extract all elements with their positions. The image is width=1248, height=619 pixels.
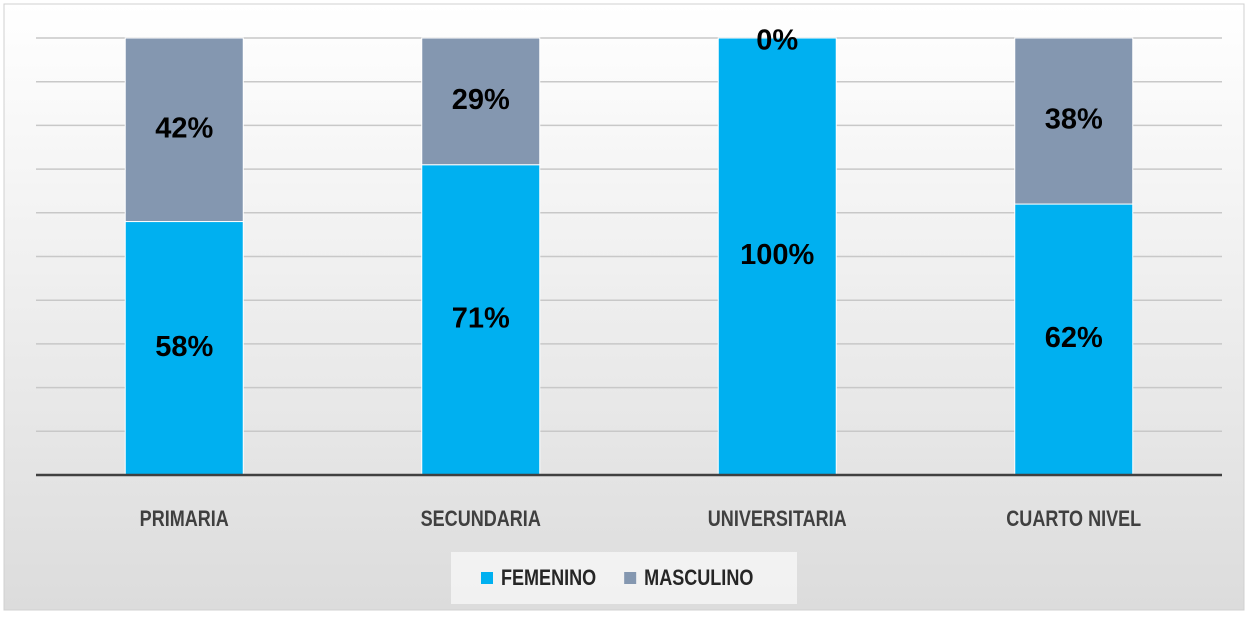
bar-segment: [421, 37, 541, 166]
x-tick-label: UNIVERSITARIA: [708, 507, 847, 531]
value-label: 42%: [155, 112, 213, 144]
bar-segment: [1014, 203, 1134, 476]
legend-label: MASCULINO: [644, 566, 753, 590]
value-label: 0%: [756, 25, 798, 57]
x-tick-label: PRIMARIA: [140, 507, 229, 531]
legend-swatch: [481, 572, 493, 584]
x-tick-label: SECUNDARIA: [421, 507, 541, 531]
x-tick-label: CUARTO NIVEL: [1006, 507, 1141, 531]
value-label: 71%: [452, 303, 510, 335]
bar-segment: [124, 221, 244, 476]
bar-segment: [124, 37, 244, 223]
value-label: 38%: [1045, 104, 1103, 136]
bar-segment: [717, 37, 837, 476]
bar-segment: [1014, 37, 1134, 205]
legend-swatch: [624, 572, 637, 584]
value-label: 58%: [155, 331, 213, 363]
value-label: 100%: [740, 239, 814, 271]
value-label: 29%: [452, 84, 510, 116]
bar-segment: [421, 164, 541, 476]
value-label: 62%: [1045, 322, 1103, 354]
legend-box: [451, 552, 797, 604]
legend-label: FEMENINO: [501, 566, 596, 590]
